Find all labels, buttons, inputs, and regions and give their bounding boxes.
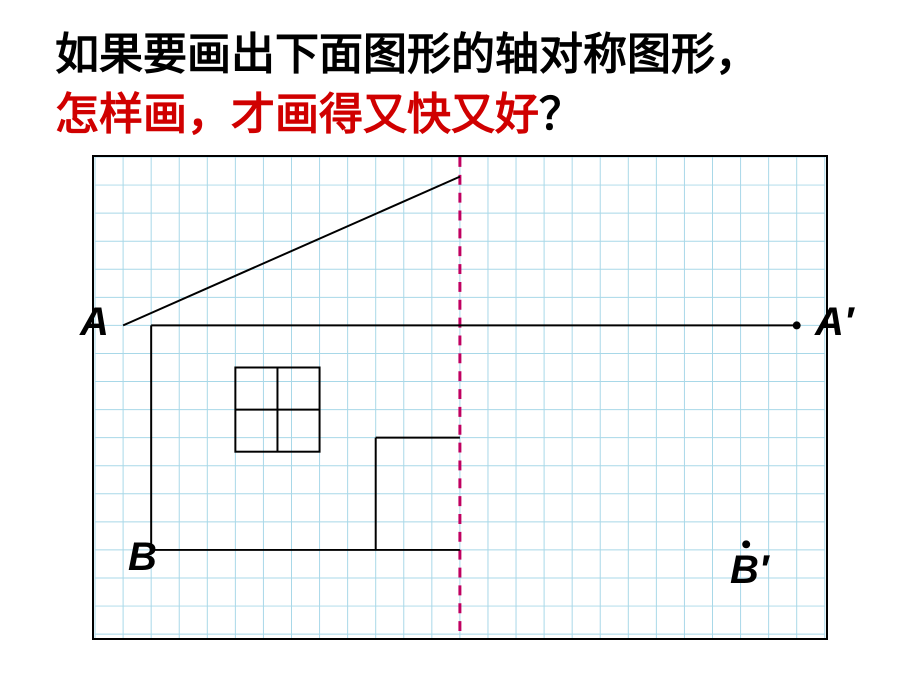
question-line-2-text: 怎样画，才画得又快又好	[55, 90, 539, 139]
label-A-prime: A′	[815, 300, 853, 345]
label-A: A	[80, 300, 109, 345]
diagram-svg	[94, 157, 826, 638]
label-B-prime: B′	[730, 548, 768, 593]
question-line-1: 如果要画出下面图形的轴对称图形，	[55, 18, 759, 82]
diagram-frame	[92, 155, 828, 640]
question-line-2: 怎样画，才画得又快又好？	[55, 78, 583, 142]
question-mark: ？	[539, 90, 583, 139]
label-B: B	[128, 535, 157, 580]
